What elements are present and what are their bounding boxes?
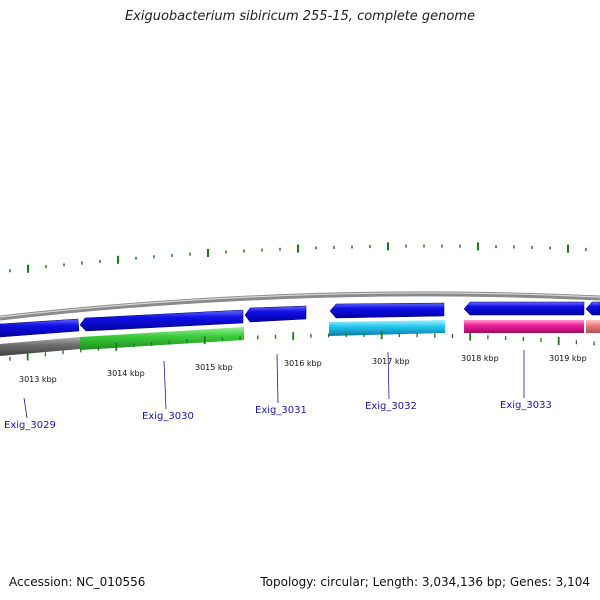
gene-label-exig-3031[interactable]: Exig_3031 — [255, 405, 307, 416]
gene-feature-fwd-4[interactable] — [329, 302, 445, 319]
gene-feature-rev-grey[interactable] — [0, 337, 80, 356]
gene-feature-rev-pink[interactable] — [464, 320, 584, 333]
gene-feature-rev-cyan[interactable] — [329, 320, 445, 336]
tick-label-3015: 3015 kbp — [195, 363, 233, 372]
gene-label-exig-3032[interactable]: Exig_3032 — [365, 401, 417, 412]
leader-line-exig-3029 — [23, 397, 28, 419]
tick-label-3013: 3013 kbp — [19, 375, 57, 384]
gene-leader-lines — [23, 350, 525, 419]
accession-text: Accession: NC_010556 — [9, 575, 146, 589]
gene-label-exig-3033[interactable]: Exig_3033 — [500, 400, 552, 411]
gene-feature-fwd-1[interactable] — [0, 318, 80, 338]
tick-label-3017: 3017 kbp — [372, 357, 410, 366]
tick-label-3014: 3014 kbp — [107, 369, 145, 378]
genome-backbone — [0, 291, 600, 321]
gene-feature-rev-green[interactable] — [80, 327, 244, 350]
gc-skew-track — [9, 242, 587, 273]
tick-label-3016: 3016 kbp — [284, 359, 322, 368]
leader-line-exig-3031 — [276, 353, 279, 404]
gene-feature-rev-salmon[interactable] — [586, 320, 600, 333]
gene-feature-fwd-6[interactable] — [585, 301, 600, 316]
tick-label-3019: 3019 kbp — [549, 354, 587, 363]
gene-label-exig-3029[interactable]: Exig_3029 — [4, 420, 56, 431]
leader-line-exig-3030 — [163, 360, 167, 410]
map-title: Exiguobacterium sibiricum 255-15, comple… — [124, 9, 476, 24]
gene-feature-fwd-5[interactable] — [463, 301, 585, 316]
genome-backbone-highlight — [0, 292, 600, 318]
leader-line-exig-3032 — [387, 351, 390, 400]
gene-label-exig-3030[interactable]: Exig_3030 — [142, 411, 194, 422]
kbp-ticks: 3013 kbp 3014 kbp 3015 kbp 3016 kbp 3017… — [9, 331, 595, 384]
gene-feature-fwd-3[interactable] — [244, 305, 307, 323]
genome-summary-text: Topology: circular; Length: 3,034,136 bp… — [260, 575, 590, 589]
tick-label-3018: 3018 kbp — [461, 354, 499, 363]
gene-feature-fwd-2[interactable] — [79, 309, 244, 332]
